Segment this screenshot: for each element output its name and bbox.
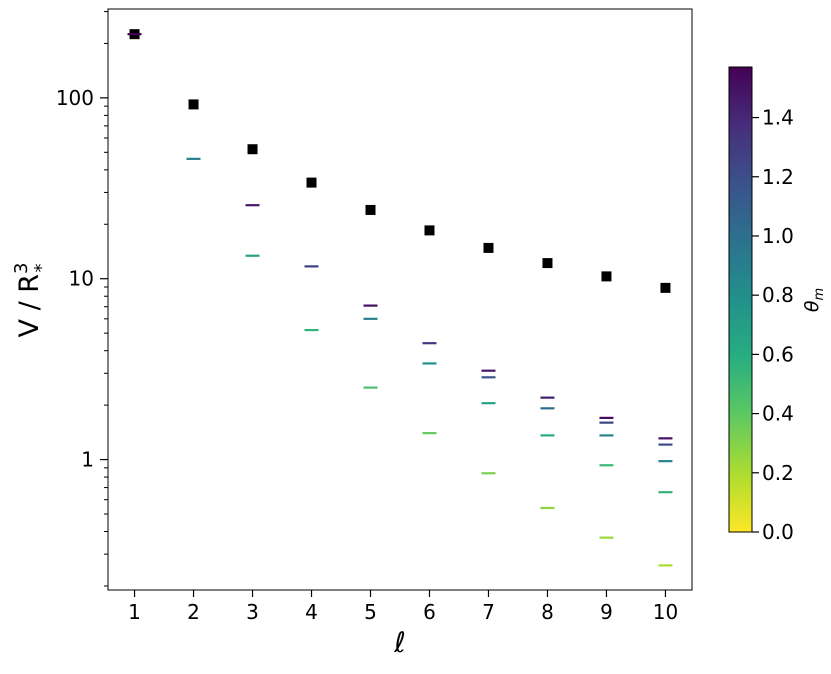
colorbar-label: θm [801,288,827,312]
colorbar: 0.0 0.2 0.4 0.6 0.8 1.0 1.2 1.4 θm [728,66,827,544]
x-tick-label-5: 6 [423,600,436,624]
x-tick-label-8: 9 [600,600,613,624]
square-point-3 [306,177,317,188]
colorbar-ticks: 0.0 0.2 0.4 0.6 0.8 1.0 1.2 1.4 [752,106,794,544]
plot-area-frame [107,8,693,591]
colorbar-tick-label-5: 1.0 [762,224,794,248]
y-axis-label-sup: 3 [11,263,32,274]
square-point-2 [247,144,258,155]
square-point-9 [660,282,671,293]
x-tick-label-6: 7 [482,600,495,624]
y-tick-label-0: 1 [81,448,94,472]
colorbar-tick-label-6: 1.2 [762,165,794,189]
colorbar-tick-label-1: 0.2 [762,461,794,485]
x-tick-label-0: 1 [128,600,141,624]
y-tick-label-1: 10 [69,267,94,291]
y-axis: 1 10 100 [56,11,108,587]
x-tick-label-2: 3 [246,600,259,624]
colorbar-gradient [728,66,753,533]
square-point-8 [601,271,612,282]
y-tick-label-2: 100 [56,86,94,110]
square-point-5 [424,225,435,236]
square-point-1 [188,99,199,110]
colorbar-tick-label-2: 0.4 [762,402,794,426]
y-axis-label: V / R3* [11,263,52,338]
series-1 [127,33,673,567]
x-tick-label-3: 4 [305,600,318,624]
series-0 [129,29,671,293]
colorbar-tick-label-3: 0.6 [762,342,794,366]
x-tick-label-7: 8 [541,600,554,624]
colorbar-label-sub: m [812,288,827,301]
square-point-4 [365,204,376,215]
colorbar-tick-label-0: 0.0 [762,520,794,544]
square-point-7 [542,258,553,269]
plot-marks [127,29,673,567]
y-axis-label-sub: * [31,264,52,273]
colorbar-label-main: θ [801,300,823,312]
x-axis: 1 2 3 4 5 6 7 8 9 10 [128,590,678,624]
colorbar-tick-label-4: 0.8 [762,283,794,307]
x-tick-label-9: 10 [653,600,678,624]
x-tick-label-4: 5 [364,600,377,624]
square-point-6 [483,242,494,253]
colorbar-tick-label-7: 1.4 [762,106,794,130]
x-axis-label: ℓ [393,626,406,659]
x-tick-label-1: 2 [187,600,200,624]
y-axis-label-main: V / R [14,274,45,338]
